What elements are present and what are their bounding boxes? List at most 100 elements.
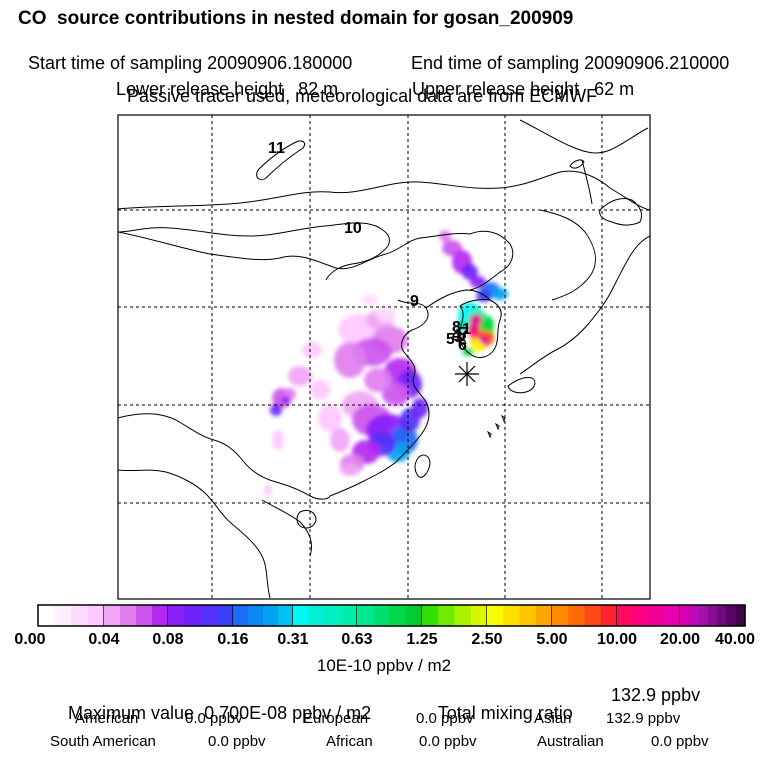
contribution-cell [270,404,282,416]
colorbar-segment [373,605,390,626]
border-line [539,209,596,301]
colorbar-tick: 0.16 [217,631,249,648]
contribution-cell [288,366,312,386]
colorbar-segment [389,605,407,626]
trajectory-labels: 11 10 9 8 7 6 5 4 3 2 1 [268,140,471,354]
contribution-cell [439,230,451,242]
trajectory-label: 3 [454,329,463,346]
trajectory-label: 1 [462,321,471,338]
colorbar-segment [325,605,342,626]
colorbar-segment [535,605,553,626]
colorbar-segment [632,605,649,626]
end-time-label: End time of sampling [411,53,580,73]
colorbar-tick: 20.00 [659,631,701,648]
colorbar-segment [503,605,520,626]
contribution-cell [364,368,392,392]
tracer-note: Passive tracer used, meteorological data… [127,86,598,106]
hainan [296,509,317,529]
trajectory-label: 11 [268,140,285,157]
coastline-japan [507,377,536,394]
colorbar-segment [200,605,218,626]
region-name: African [326,733,373,750]
colorbar-tick: 2.50 [471,631,503,648]
colorbar-segment [689,605,699,626]
region-name: South American [50,733,156,750]
coastline-korea [459,299,502,358]
colorbar-segment [552,605,569,626]
colorbar-tick: 5.00 [536,631,568,648]
trajectory-label: 10 [344,220,362,237]
colorbar-segment [341,605,358,626]
upper-release: Upper release height 62 m [402,62,634,98]
contribution-field [264,230,508,496]
trajectory-label: 6 [458,337,467,354]
colorbar-segment [136,605,153,626]
colorbar-segment [278,605,294,626]
map-content [118,115,650,599]
trajectory-label: 9 [410,293,419,310]
total-mixing-label: Total mixing ratio [437,703,573,723]
colorbar-segment [405,605,423,626]
lower-release-value: 82 m [298,79,339,99]
region-value: 0.0 ppbv [419,733,477,750]
colorbar-segment [600,605,618,626]
contribution-cell [492,288,508,300]
coastline-china [329,299,430,497]
contribution-cell [362,294,378,306]
colorbar-segment [233,605,249,626]
max-value: Maximum value 0.700E-08 ppbv / m2 [58,686,371,722]
contribution-cell [330,428,350,452]
contribution-cell [264,484,272,496]
contribution-cell [470,314,482,326]
colorbar-segment [717,605,727,626]
contribution-cell [302,342,322,358]
region-name: Australian [537,733,604,750]
colorbar-segment [707,605,718,626]
colorbar-segment [680,605,690,626]
colorbar-segment [617,605,634,626]
start-time-value: 20090906.180000 [207,53,353,73]
border-line [118,170,650,211]
max-value-number: 0.700E-08 ppbv / m2 [204,703,372,723]
region-value: 0.0 ppbv [416,710,474,727]
border-line [118,222,390,281]
max-value-label: Maximum value [68,703,195,723]
coastline-russia [519,119,649,154]
trajectory-label: 8 [452,319,461,336]
gridlines [118,115,650,599]
colorbar-tick: 10.00 [596,631,638,648]
contribution-cell [412,398,428,418]
colorbar-segment [438,605,455,626]
island [500,414,506,423]
start-time-label: Start time of sampling [28,53,203,73]
colorbar-segment [454,605,472,626]
colorbar-segment [216,605,234,626]
colorbar-tick: 1.25 [406,631,438,648]
colorbar-segment [54,605,72,626]
end-time-value: 20090906.210000 [584,53,730,73]
colorbar-segment [648,605,665,626]
colorbar-segment [263,605,279,626]
region-value: 0.0 ppbv [185,710,243,727]
coastline-sakhalin [581,159,593,205]
island [569,159,585,169]
trajectory-label: 5 [446,331,455,348]
colorbar-tick: 40.00 [714,631,756,648]
colorbar-segment [152,605,169,626]
colorbar-segment [104,605,121,626]
lower-release-label: Lower release height [116,79,284,99]
trajectory-label: 4 [452,327,461,344]
colorbar-segment [568,605,585,626]
colorbar-segment [357,605,374,626]
contribution-cell [376,306,396,322]
lake-baikal [256,140,306,181]
colorbar-segment [293,605,310,626]
coastline-taiwan [414,454,431,478]
colorbar-segment [519,605,537,626]
colorbar-tick: 0.08 [152,631,184,648]
contribution-cell [482,316,494,332]
contribution-cell [456,320,468,332]
contribution-cell [382,382,410,406]
colorbar-tick: 0.00 [14,631,46,648]
